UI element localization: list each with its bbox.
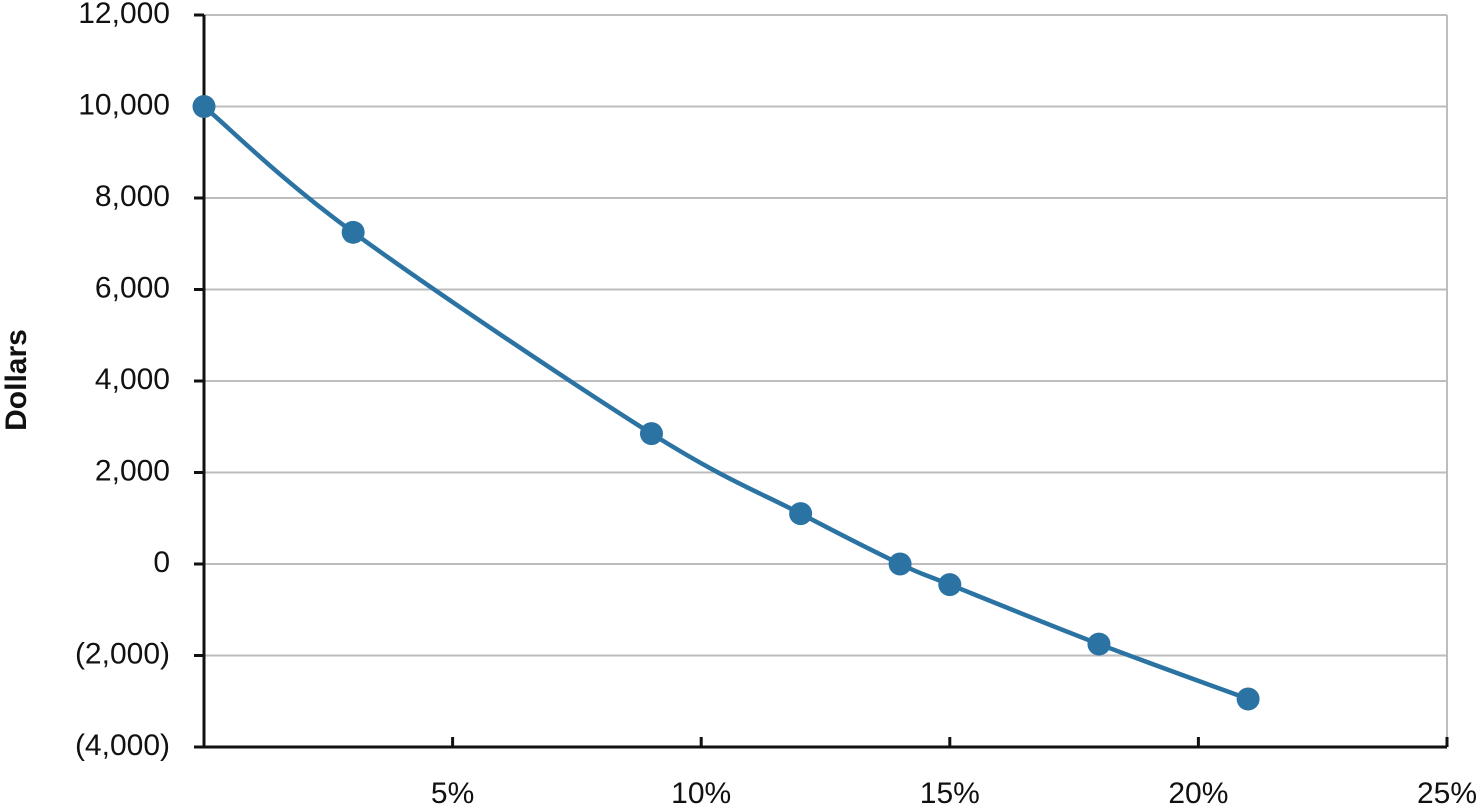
x-tick-label: 5% — [431, 777, 474, 809]
y-tick-label: 8,000 — [95, 180, 170, 213]
data-point — [192, 95, 216, 118]
data-point — [341, 220, 365, 244]
y-tick-label: 10,000 — [78, 88, 170, 121]
y-tick-label: 2,000 — [95, 454, 170, 487]
data-point — [789, 502, 813, 526]
data-point — [639, 422, 663, 446]
data-point — [1236, 687, 1260, 711]
y-tick-label: (2,000) — [75, 637, 170, 670]
series-line — [202, 104, 1249, 702]
x-tick-label: 15% — [920, 777, 980, 809]
y-axis-label: Dollars — [0, 329, 33, 431]
y-tick-label: (4,000) — [75, 729, 170, 762]
x-tick-label: 20% — [1168, 777, 1228, 809]
x-tick-label: 25% — [1417, 777, 1477, 809]
y-tick-label: 0 — [153, 546, 170, 579]
x-tick-label: 10% — [671, 777, 731, 809]
data-point — [888, 552, 912, 576]
y-tick-label: 4,000 — [95, 363, 170, 396]
y-tick-label: 6,000 — [95, 271, 170, 304]
data-point — [1087, 632, 1111, 656]
data-point — [938, 573, 962, 597]
y-tick-label: 12,000 — [78, 0, 170, 30]
